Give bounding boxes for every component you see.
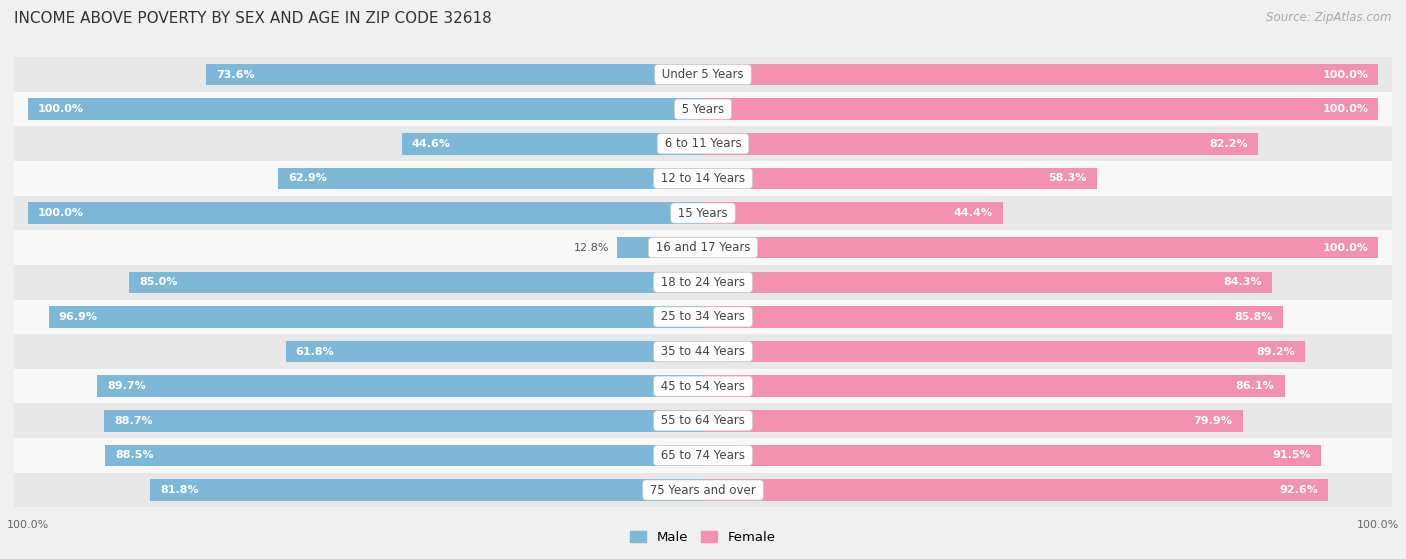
Text: 55 to 64 Years: 55 to 64 Years <box>657 414 749 427</box>
Text: 100.0%: 100.0% <box>1322 104 1368 114</box>
Text: 62.9%: 62.9% <box>288 173 328 183</box>
Bar <box>703 272 1272 293</box>
Text: 100.0%: 100.0% <box>1322 243 1368 253</box>
Bar <box>14 230 1392 265</box>
Bar <box>402 133 703 154</box>
Bar <box>617 237 703 258</box>
Bar <box>14 334 1392 369</box>
Bar <box>703 410 1243 432</box>
Text: 12.8%: 12.8% <box>574 243 610 253</box>
Bar <box>28 98 703 120</box>
Text: 25 to 34 Years: 25 to 34 Years <box>657 310 749 324</box>
Bar <box>703 479 1329 501</box>
Bar <box>703 376 1285 397</box>
Text: 75 Years and over: 75 Years and over <box>647 484 759 496</box>
Text: 6 to 11 Years: 6 to 11 Years <box>661 138 745 150</box>
Text: 92.6%: 92.6% <box>1279 485 1319 495</box>
Bar <box>14 300 1392 334</box>
Text: 84.3%: 84.3% <box>1223 277 1263 287</box>
Text: 73.6%: 73.6% <box>217 69 254 79</box>
Text: INCOME ABOVE POVERTY BY SEX AND AGE IN ZIP CODE 32618: INCOME ABOVE POVERTY BY SEX AND AGE IN Z… <box>14 11 492 26</box>
Bar <box>278 168 703 189</box>
Text: 35 to 44 Years: 35 to 44 Years <box>657 345 749 358</box>
Bar <box>14 196 1392 230</box>
Bar <box>703 98 1378 120</box>
Bar <box>28 202 703 224</box>
Legend: Male, Female: Male, Female <box>626 526 780 549</box>
Bar <box>129 272 703 293</box>
Text: 86.1%: 86.1% <box>1236 381 1274 391</box>
Bar <box>14 265 1392 300</box>
Text: 91.5%: 91.5% <box>1272 451 1310 461</box>
Text: 85.0%: 85.0% <box>139 277 177 287</box>
Text: 58.3%: 58.3% <box>1049 173 1087 183</box>
Text: 89.7%: 89.7% <box>107 381 146 391</box>
Text: 100.0%: 100.0% <box>38 104 84 114</box>
Text: 61.8%: 61.8% <box>295 347 335 357</box>
Text: 44.4%: 44.4% <box>953 208 993 218</box>
Text: 5 Years: 5 Years <box>678 103 728 116</box>
Bar <box>48 306 703 328</box>
Bar <box>703 306 1282 328</box>
Text: 44.6%: 44.6% <box>412 139 451 149</box>
Text: 85.8%: 85.8% <box>1234 312 1272 322</box>
Text: 81.8%: 81.8% <box>160 485 200 495</box>
Bar <box>14 404 1392 438</box>
Bar <box>14 57 1392 92</box>
Bar <box>150 479 703 501</box>
Bar <box>14 126 1392 161</box>
Bar <box>14 473 1392 508</box>
Bar <box>285 341 703 362</box>
Text: 100.0%: 100.0% <box>1322 69 1368 79</box>
Bar <box>703 202 1002 224</box>
Bar <box>14 438 1392 473</box>
Bar <box>703 237 1378 258</box>
Text: Under 5 Years: Under 5 Years <box>658 68 748 81</box>
Text: 89.2%: 89.2% <box>1257 347 1295 357</box>
Text: 100.0%: 100.0% <box>38 208 84 218</box>
Bar <box>205 64 703 86</box>
Bar <box>703 341 1306 362</box>
Bar <box>14 369 1392 404</box>
Text: 15 Years: 15 Years <box>675 206 731 220</box>
Text: 88.7%: 88.7% <box>114 416 153 426</box>
Text: 65 to 74 Years: 65 to 74 Years <box>657 449 749 462</box>
Bar <box>104 410 703 432</box>
Bar <box>703 64 1378 86</box>
Text: 16 and 17 Years: 16 and 17 Years <box>652 241 754 254</box>
Text: 45 to 54 Years: 45 to 54 Years <box>657 380 749 392</box>
Bar <box>105 445 703 466</box>
Bar <box>703 445 1322 466</box>
Text: 82.2%: 82.2% <box>1209 139 1249 149</box>
Bar <box>703 168 1097 189</box>
Text: 96.9%: 96.9% <box>59 312 97 322</box>
Text: 18 to 24 Years: 18 to 24 Years <box>657 276 749 289</box>
Bar <box>14 161 1392 196</box>
Text: 88.5%: 88.5% <box>115 451 153 461</box>
Bar <box>14 92 1392 126</box>
Text: 79.9%: 79.9% <box>1194 416 1233 426</box>
Bar <box>703 133 1258 154</box>
Bar <box>97 376 703 397</box>
Text: 12 to 14 Years: 12 to 14 Years <box>657 172 749 185</box>
Text: Source: ZipAtlas.com: Source: ZipAtlas.com <box>1267 11 1392 24</box>
